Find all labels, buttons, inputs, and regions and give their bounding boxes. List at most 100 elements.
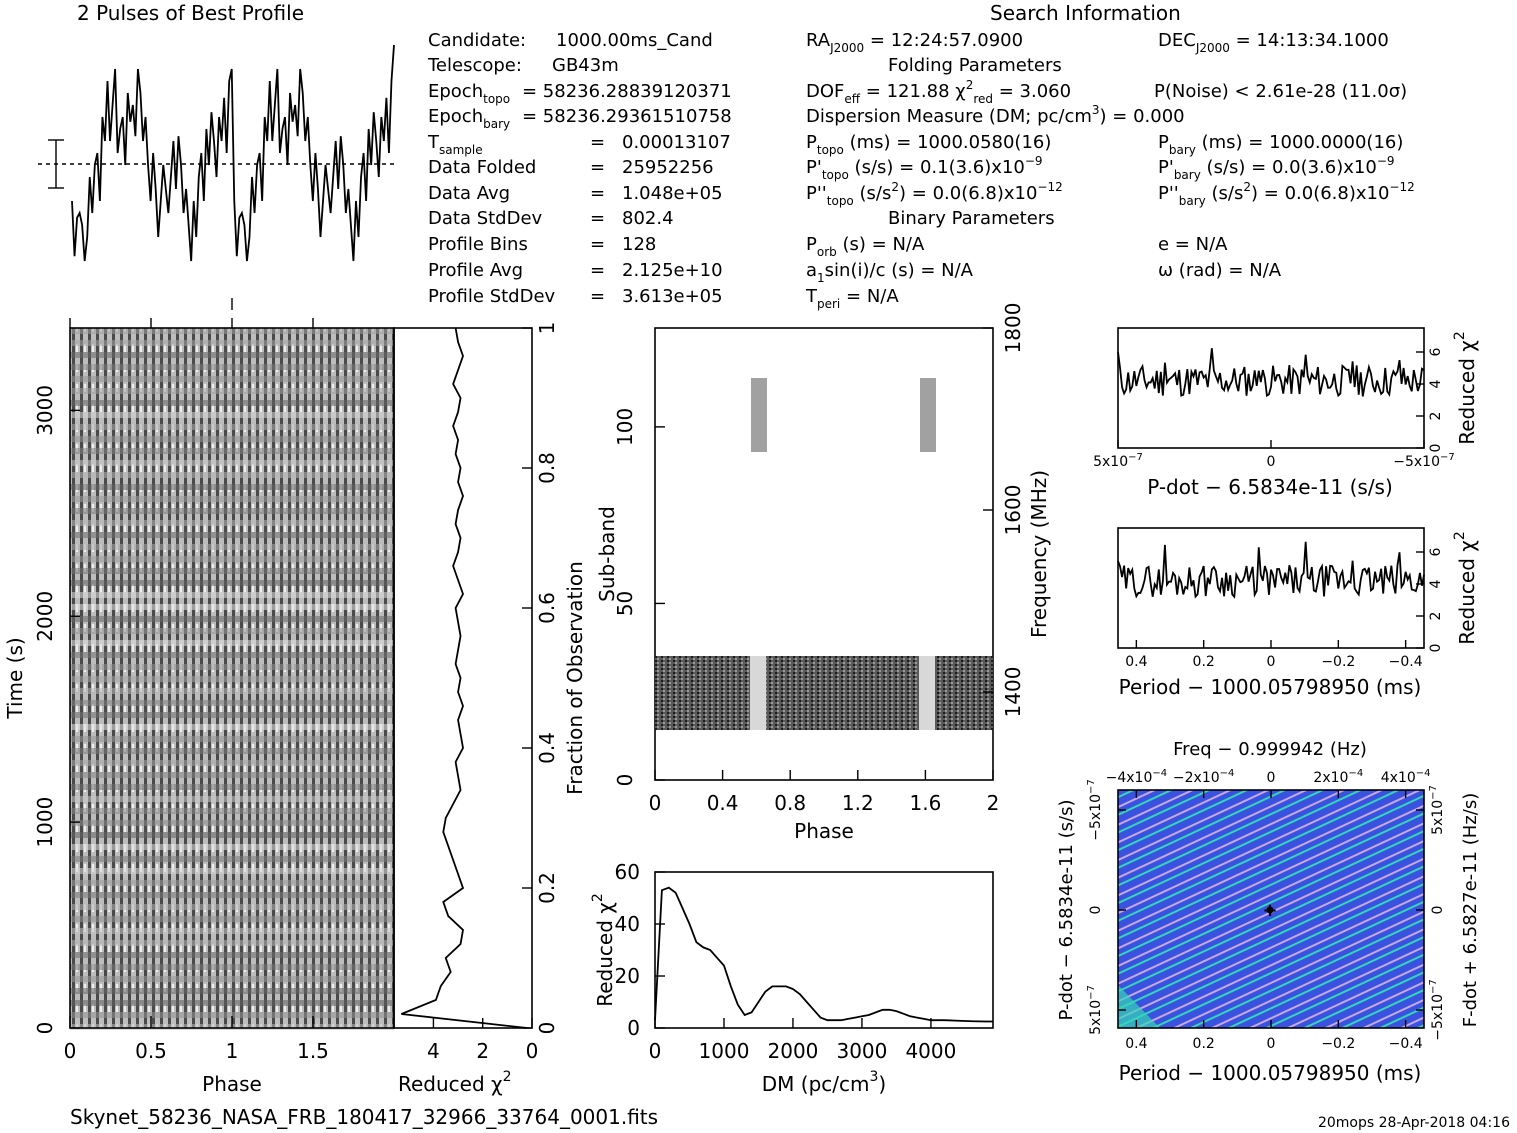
- time-band: [70, 484, 394, 490]
- dec-text: DECJ2000 = 14:13:34.1000: [1158, 30, 1389, 55]
- time-band: [70, 988, 394, 994]
- time-band: [70, 640, 394, 646]
- fraction-tick-label: 0: [535, 1022, 559, 1035]
- pulse-gap: [750, 656, 766, 730]
- fdot-tick-label: 5x10−7: [1428, 785, 1446, 835]
- dm-chi2-tick-label: 40: [615, 912, 640, 936]
- time-band: [70, 868, 394, 874]
- time-band: [70, 556, 394, 562]
- fraction-tick-label: 0.8: [535, 452, 559, 484]
- ppdot-right-label: F-dot + 6.5827e-11 (Hz/s): [1460, 793, 1481, 1028]
- pulse-gap: [919, 656, 935, 730]
- chi2-tick-label: 6: [1428, 347, 1444, 356]
- time-band: [70, 340, 394, 346]
- dm-text: Dispersion Measure (DM; pc/cm3) = 0.000: [806, 103, 1185, 127]
- search-title: Search Information: [990, 1, 1181, 25]
- period-curve: [1117, 541, 1425, 599]
- time-tick-label: 2000: [33, 591, 57, 642]
- chi2-tick-label: 2: [1428, 612, 1444, 621]
- fdot-tick-label: 0: [1430, 906, 1446, 915]
- fdot-tick-label: −5x10−7: [1428, 979, 1446, 1041]
- phase-tick-label: 1: [226, 1039, 239, 1063]
- time-band: [70, 472, 394, 478]
- dm-tick-label: 2000: [768, 1039, 819, 1063]
- subband-phase-tick: 0.4: [707, 791, 739, 815]
- dm-chi2-tick-label: 20: [615, 964, 640, 988]
- time-band: [70, 400, 394, 406]
- time-band: [70, 808, 394, 814]
- time-phase-panel: 0 1000 2000 3000 0 0.5 1 1.5 Phase Time (s): [3, 318, 395, 1096]
- freq-tick-label: −2x10−4: [1173, 768, 1235, 786]
- subband-phase-tick: 2: [987, 791, 1000, 815]
- pnoise-text: P(Noise) < 2.61e-28 (11.0σ): [1154, 81, 1407, 102]
- x-tick-label: 0.2: [1193, 654, 1215, 670]
- time-band: [70, 820, 394, 826]
- freq-tick-label: 4x10−4: [1381, 768, 1431, 786]
- info-column-2: RAJ2000 = 12:24:57.0900 DECJ2000 = 14:13…: [805, 30, 1415, 311]
- filename-footer: Skynet_58236_NASA_FRB_180417_32966_33764…: [70, 1105, 658, 1129]
- profile-panel: [38, 44, 396, 310]
- time-band: [70, 352, 394, 358]
- time-phase-xlabel: Phase: [202, 1072, 262, 1096]
- phase-tick-label: 0: [64, 1039, 77, 1063]
- ppdot-ylabel: P-dot − 6.5834e-11 (s/s): [1056, 799, 1077, 1020]
- tperi-text: Tperi = N/A: [805, 286, 899, 311]
- profile-curve: [71, 44, 395, 262]
- time-band: [70, 412, 394, 418]
- fraction-tick-label: 0.4: [535, 732, 559, 764]
- fraction-tick-label: 1: [535, 322, 559, 335]
- ra-text: RAJ2000 = 12:24:57.0900: [806, 30, 1023, 55]
- x-tick-label: −0.4: [1389, 654, 1423, 670]
- chi2-tick-label: 2: [1428, 412, 1444, 421]
- time-band: [70, 700, 394, 706]
- time-band: [70, 904, 394, 910]
- omega-text: ω (rad) = N/A: [1158, 260, 1282, 281]
- freq-tick-label: 2x10−4: [1313, 768, 1363, 786]
- chi2-tick-label: 4: [427, 1039, 440, 1063]
- period-tick-label: 0.4: [1125, 1036, 1147, 1052]
- time-band: [70, 580, 394, 586]
- time-band: [70, 832, 394, 838]
- a1sini-text: a1sin(i)/c (s) = N/A: [806, 260, 974, 285]
- ppdot-panel: Freq − 0.999942 (Hz) + 0.40.20−0.2−0.4−4…: [1056, 739, 1481, 1085]
- time-band: [70, 544, 394, 550]
- chi2-tick-label: 4: [1428, 379, 1444, 388]
- frequency-tick-label: 1600: [1001, 485, 1025, 536]
- subband-tick-label: 50: [613, 591, 637, 616]
- time-band: [70, 460, 394, 466]
- time-band: [70, 784, 394, 790]
- time-band: [70, 724, 394, 730]
- timestamp-footer: 20mops 28-Apr-2018 04:16: [1318, 1115, 1510, 1131]
- subband-tick-label: 100: [613, 408, 637, 446]
- dm-tick-label: 3000: [836, 1039, 887, 1063]
- x-tick-label: 5x10−7: [1093, 452, 1143, 470]
- frequency-tick-label: 1800: [1001, 303, 1025, 354]
- time-band: [70, 604, 394, 610]
- phase-tick-label: 0.5: [135, 1039, 167, 1063]
- x-tick-label: 0.4: [1125, 654, 1147, 670]
- time-band: [70, 736, 394, 742]
- time-band: [70, 532, 394, 538]
- dm-chi2-tick-label: 0: [627, 1016, 640, 1040]
- chi2-tick-label: 0: [1428, 444, 1444, 453]
- chi2-tick-label: 6: [1428, 547, 1444, 556]
- pddot-bary-text: P''bary (s/s2) = 0.0(6.8)x10−12: [1158, 180, 1415, 208]
- period-tick-label: 0: [1267, 1036, 1276, 1052]
- time-band: [70, 388, 394, 394]
- time-band: [70, 364, 394, 370]
- chi2-fraction-xlabel: Reduced χ2: [398, 1069, 512, 1096]
- period-xlabel: Period − 1000.05798950 (ms): [1119, 675, 1422, 699]
- time-band: [70, 964, 394, 970]
- time-band: [70, 676, 394, 682]
- time-band: [70, 928, 394, 934]
- pdot-bary-text: P'bary (s/s) = 0.0(3.6)x10−9: [1158, 154, 1395, 182]
- time-band: [70, 712, 394, 718]
- period-tick-label: 0.2: [1193, 1036, 1215, 1052]
- dm-tick-label: 1000: [699, 1039, 750, 1063]
- frequency-label: Frequency (MHz): [1027, 470, 1051, 638]
- info-row: Telescope: GB43m: [427, 55, 619, 76]
- pulse-mark: [920, 378, 936, 452]
- info-row: Data StdDev = 802.4: [428, 208, 674, 229]
- dm-curve: [654, 886, 993, 1023]
